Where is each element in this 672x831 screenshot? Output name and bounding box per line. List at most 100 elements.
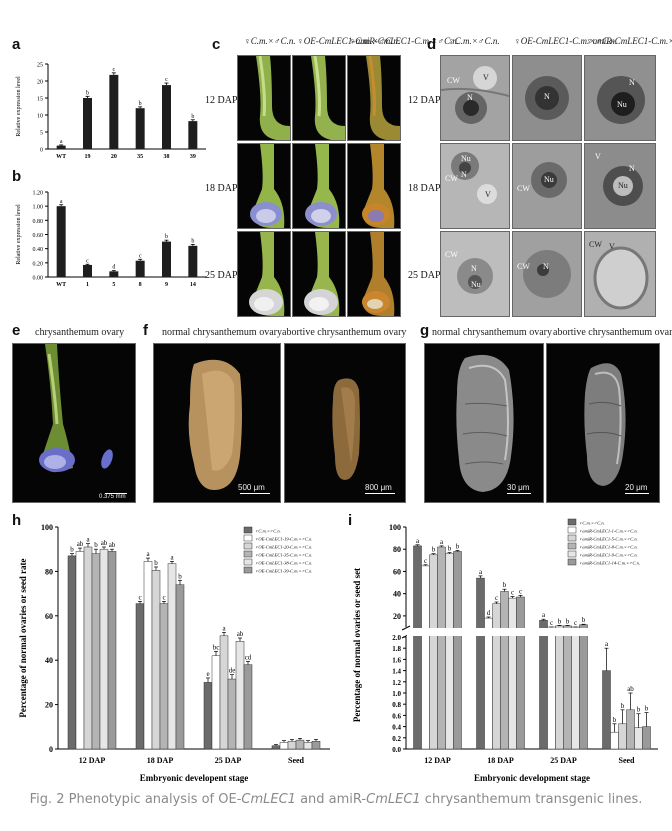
significance-letter: b (70, 546, 74, 554)
x-tick-label: 8 (139, 282, 142, 288)
significance-letter: b (178, 572, 182, 580)
significance-letter: c (86, 258, 89, 264)
x-tick-label: 25 DAP (550, 756, 577, 765)
x-axis-label: Embryonic developent stage (140, 773, 249, 783)
y-tick-label: 0.80 (33, 219, 44, 225)
x-tick-label: Seed (619, 756, 636, 765)
y-tick-label: 15 (37, 97, 43, 103)
bar (75, 551, 85, 750)
bar (135, 260, 145, 277)
x-tick-label: 18 DAP (147, 756, 174, 765)
bar (279, 742, 289, 750)
f-scale-bar-left (240, 493, 270, 494)
c-photo-r1c3 (347, 55, 401, 141)
c-photo-r2c2 (292, 143, 346, 229)
legend-label: ♀amiR-CmLEC1-8-C.m.×♂C.n. (579, 545, 638, 550)
significance-letter: e (206, 670, 209, 678)
y-tick-label: 100 (389, 523, 401, 532)
bar (626, 709, 635, 750)
f-photo-abortive: 800 μm (284, 343, 406, 503)
f-scale-text-left: 500 μm (238, 483, 265, 492)
significance-letter: b (558, 617, 562, 625)
significance-letter: a (605, 640, 609, 648)
c-photo-r3c2 (292, 231, 346, 317)
legend-label: ♀OE-CmLEC1-20-C.m.×♂C.n. (255, 545, 313, 550)
panel-b-letter: b (12, 168, 22, 185)
c-col-header-1: ♀C.m.×♂C.n. (244, 36, 296, 46)
significance-letter: b (503, 581, 507, 589)
bar (508, 597, 517, 750)
d-tem-r2c2: CW Nu (512, 143, 582, 229)
bar (227, 678, 237, 750)
significance-letter: b (637, 706, 641, 714)
significance-letter: a (479, 568, 483, 576)
legend-swatch (243, 550, 253, 558)
significance-letter: a (542, 611, 546, 619)
significance-letter: a (440, 538, 444, 546)
d-tem-r1c1: CW V N (440, 55, 510, 141)
legend-swatch (567, 550, 577, 558)
caption-gene-2: CmLEC1 (366, 792, 421, 807)
x-tick-label: 14 (190, 282, 196, 288)
d-tem-r1c2: N (512, 55, 582, 141)
g-scale-text-right: 20 μm (625, 483, 648, 492)
y-tick-label: 0.6 (392, 712, 401, 720)
e-scale-text: 0.375 mm (99, 494, 126, 500)
chart-h-normal-ovaries-oe: 0 20 40 60 80 100 Percentage of normal ovaries… (18, 523, 330, 783)
bar (311, 740, 321, 750)
bar (151, 570, 161, 750)
y-tick-label: 80 (393, 545, 401, 554)
y-axis-label: Relative expression level (16, 76, 22, 137)
figure-caption: Fig. 2 Phenotypic analysis of OE-CmLEC1 … (0, 790, 672, 810)
y-tick-label: 0.0 (392, 746, 401, 754)
significance-letter: a (86, 536, 90, 544)
x-tick-label: Seed (288, 756, 305, 765)
bar (143, 561, 153, 750)
y-tick-label: 2.0 (392, 634, 401, 642)
panel-c-letter: c (212, 36, 221, 53)
y-tick-label: 1.2 (392, 679, 401, 687)
tem-label: N (544, 92, 550, 101)
chart-b-expression-amir: 0.00 0.20 0.40 0.60 0.80 1.00 1.20 Relative exp… (16, 191, 206, 288)
y-tick-label: 25 (37, 63, 43, 69)
y-tick-label: 1.6 (392, 656, 401, 664)
caption-suffix: chrysanthemum transgenic lines. (420, 792, 643, 807)
legend-label: ♀amiR-CmLEC1-14-C.m.×♂C.n. (579, 561, 640, 566)
legend-label: ♀OE-CmLEC1-39-C.m.×♂C.n. (255, 569, 313, 574)
significance-letter: a (416, 537, 420, 545)
legend-label: ♀C.m.×♂C.n. (579, 521, 605, 526)
bar (188, 245, 198, 277)
y-tick-label: 20 (37, 80, 43, 86)
y-tick-label: 80 (45, 567, 53, 576)
significance-letter: b (154, 559, 158, 567)
bar (492, 603, 501, 750)
x-tick-label: 39 (190, 154, 196, 160)
significance-letter: ab (627, 685, 634, 693)
bar (235, 641, 245, 750)
significance-letter: b (566, 617, 570, 625)
bar (135, 603, 145, 750)
significance-letter: b (165, 234, 168, 240)
tem-label: V (609, 242, 615, 251)
f-title-right: abortive chrysanthemum ovary (282, 327, 407, 338)
c-photo-r2c1 (237, 143, 291, 229)
bar (219, 635, 229, 750)
panel-a-letter: a (12, 36, 21, 53)
g-scale-bar-left (507, 493, 531, 494)
c-col-header-3: ♀amiR-CmLEC1-C.m.×♂C.n. (349, 36, 460, 46)
bar (56, 206, 66, 277)
significance-letter: b (94, 541, 98, 549)
bar (484, 617, 493, 750)
y-tick-label: 0.20 (33, 261, 44, 267)
x-tick-label: WT (56, 282, 66, 288)
g-title-left: normal chrysanthemum ovary (432, 327, 552, 338)
bar (99, 548, 109, 750)
significance-letter: b (613, 716, 617, 724)
c-col-header-2: ♀OE-CmLEC1-C.m.×♂C.n. (297, 36, 401, 46)
tem-label: N (543, 262, 549, 271)
tem-label: N (461, 170, 467, 179)
y-axis-label: Percentage of normal ovaries or seed set (352, 568, 362, 722)
tem-label: Nu (617, 100, 627, 109)
chart-i-normal-ovaries-amir: 20 40 60 80 100 0.0 0.2 0.4 0.6 0.8 1.0 1.2 1.4 1.6 1.… (352, 518, 659, 783)
x-tick-label: 19 (85, 154, 91, 160)
